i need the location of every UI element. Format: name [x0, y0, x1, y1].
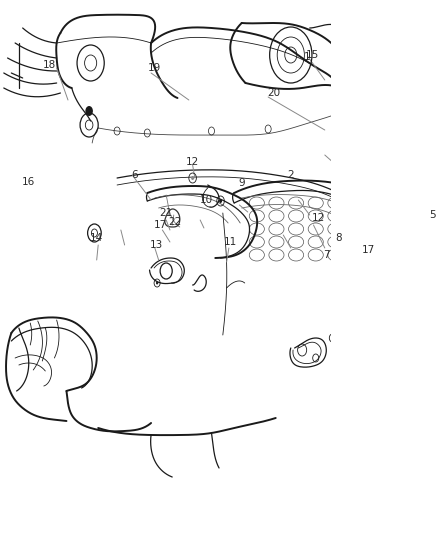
Text: 11: 11 [224, 237, 237, 247]
Text: 17: 17 [153, 220, 167, 230]
Circle shape [382, 241, 385, 245]
Text: 16: 16 [22, 177, 35, 187]
Circle shape [156, 281, 158, 285]
Text: 9: 9 [238, 178, 245, 188]
Text: 12: 12 [312, 213, 325, 223]
Text: 14: 14 [90, 233, 103, 243]
Circle shape [331, 336, 333, 340]
Text: 1: 1 [304, 52, 310, 62]
Text: 13: 13 [150, 240, 163, 250]
Text: 18: 18 [42, 60, 56, 70]
Text: 19: 19 [148, 63, 162, 73]
Text: 10: 10 [200, 195, 213, 205]
Circle shape [85, 106, 93, 116]
Text: 12: 12 [186, 157, 199, 167]
Text: 2: 2 [287, 170, 294, 180]
Text: 6: 6 [131, 170, 138, 180]
Text: 21: 21 [159, 208, 173, 218]
Circle shape [219, 199, 222, 203]
Text: 17: 17 [362, 245, 375, 255]
Text: 22: 22 [169, 217, 182, 227]
Text: 8: 8 [335, 233, 342, 243]
Text: 7: 7 [323, 250, 330, 260]
Text: 20: 20 [268, 88, 281, 98]
Text: 5: 5 [429, 210, 435, 220]
Text: 15: 15 [305, 50, 318, 60]
Circle shape [191, 176, 194, 180]
